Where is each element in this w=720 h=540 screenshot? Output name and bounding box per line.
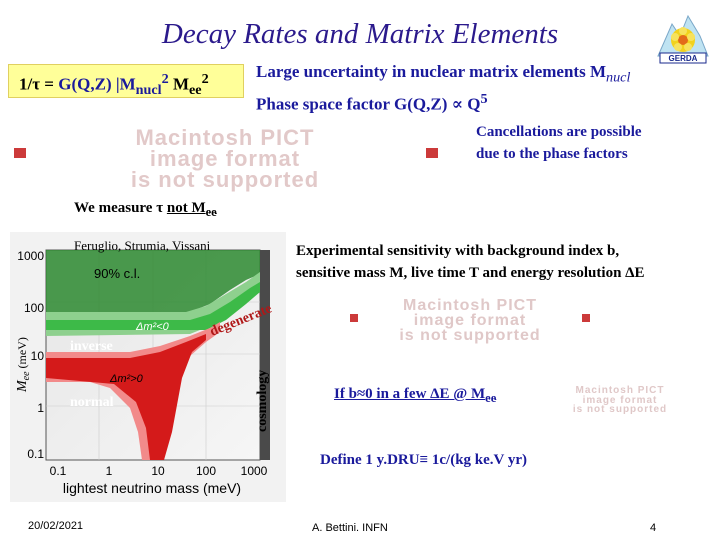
pict-placeholder-middle: Macintosh PICT image format is not suppo… [350,297,590,345]
formula-mee-sub: ee [189,82,202,99]
plot-authors: Feruglio, Strumia, Vissani [74,238,211,253]
uncertainty-line1: Large uncertainty in nuclear matrix elem… [256,62,607,81]
x-tick-10: 10 [151,464,165,478]
plot-dm-pos: Δm²>0 [109,373,144,385]
y-tick-100: 100 [24,301,44,315]
x-tick-100: 100 [196,464,216,478]
cancellation-note: Cancellations are possible due to the ph… [476,121,642,165]
y-tick-10: 10 [31,349,45,363]
ifb-prefix: If b≈0 in a few ΔE @ M [334,386,486,402]
formula-nucl-sub: nucl [135,82,162,99]
pict-mid-line3: is not supported [399,327,541,345]
pict-mid-line2: image format [413,312,527,330]
y-tick-1: 1 [37,401,44,415]
x-tick-1000: 1000 [241,464,268,478]
formula-mee-sup: 2 [201,71,209,87]
cancellation-line2: due to the phase factors [476,146,628,162]
formula-nucl-sup: 2 [161,71,169,87]
footer-date: 20/02/2021 [28,520,84,532]
measure-underlined: not M [166,200,206,216]
background-free-condition: If b≈0 in a few ΔE @ Mee [334,386,496,406]
measure-prefix: We measure τ [74,200,167,216]
dru-definition: Define 1 y.DRU≡ 1c/(kg ke.V yr) [320,452,527,468]
experimental-line1: Experimental sensitivity with background… [296,243,620,259]
x-tick-1: 1 [106,464,113,478]
pict-top-line2: image format [149,145,301,171]
uncertainty-text: Large uncertainty in nuclear matrix elem… [256,61,630,116]
pict-small-line1: Macintosh PICT [575,385,665,396]
slide-title: Decay Rates and Matrix Elements [161,18,559,50]
cancellation-line1: Cancellations are possible [476,124,642,140]
pict-mid-line1: Macintosh PICT [402,297,537,314]
formula-phase-space: G(Q,Z) |M [58,74,136,94]
neutrino-mass-plot: 1000 100 10 1 0.1 0.1 1 10 100 1000 ligh… [10,232,286,502]
y-tick-0.1: 0.1 [27,447,44,461]
experimental-sensitivity-text: Experimental sensitivity with background… [296,240,645,284]
y-axis-label: Mee (meV) [15,337,32,393]
uncertainty-line2-sup: 5 [480,91,488,108]
formula-mee: M [168,74,189,94]
uncertainty-line1-sub: nucl [606,69,631,86]
y-tick-1000: 1000 [17,249,44,263]
y-axis-label-m: M [15,379,30,393]
formula-lhs: 1/τ = [19,74,59,94]
gerda-logo: GERDA [654,6,712,64]
plot-cl: 90% c.l. [94,266,140,281]
pict-small-line2: image format [582,394,658,406]
decay-rate-formula: 1/τ = G(Q,Z) |Mnucl2 Mee2 [8,64,244,98]
ifb-sub: ee [485,391,497,405]
pict-placeholder-top: Macintosh PICT image format is not suppo… [14,125,438,192]
pict-small-line3: is not supported [572,404,668,415]
footer-author: A. Bettini. INFN [312,522,388,534]
plot-inverse: inverse [70,339,113,354]
y-axis-label-unit: (meV) [15,337,29,371]
gerda-logo-text: GERDA [669,54,698,63]
x-axis-label: lightest neutrino mass (meV) [63,480,241,496]
plot-normal: normal [70,395,114,410]
footer-page-number: 4 [650,522,657,534]
uncertainty-line2: Phase space factor G(Q,Z) ∝ Q [256,95,481,115]
x-tick-0.1: 0.1 [50,464,67,478]
measure-statement: We measure τ not Mee [74,200,217,220]
plot-cosmology: cosmology [255,370,270,432]
pict-top-line3: is not supported [130,166,320,192]
pict-placeholder-small: Macintosh PICT image format is not suppo… [544,386,696,415]
y-axis-label-sub: ee [21,371,32,380]
experimental-line2: sensitive mass M, live time T and energy… [296,265,645,281]
pict-top-line1: Macintosh PICT [135,125,315,150]
measure-sub: ee [205,205,217,219]
plot-dm-neg: Δm²<0 [135,321,170,333]
